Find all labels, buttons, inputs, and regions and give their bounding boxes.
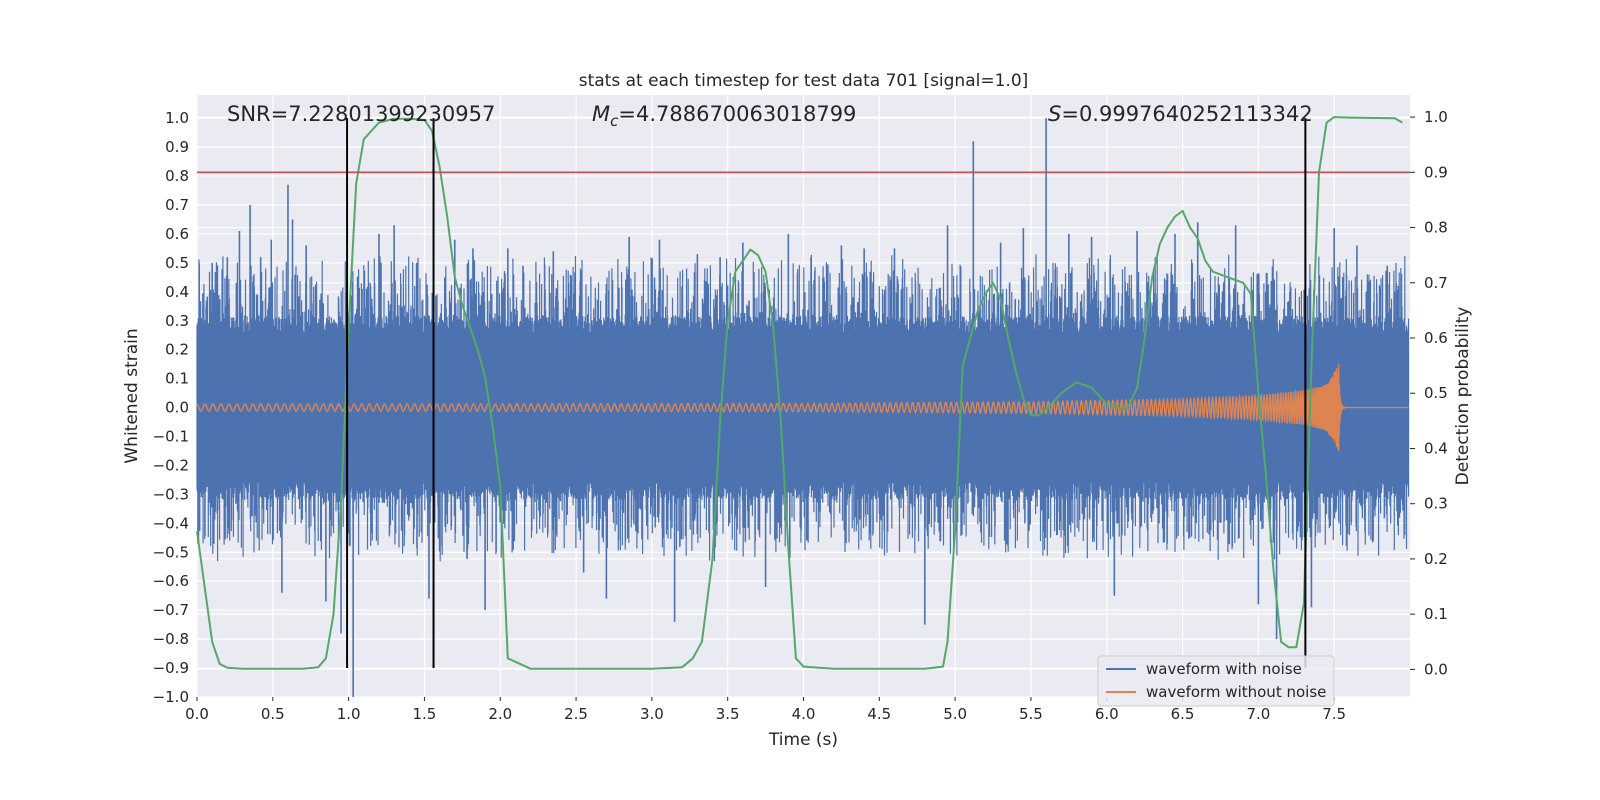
y-tick-label-8: −0.2 [153, 456, 189, 474]
score-symbol: S [1048, 102, 1061, 126]
y2-tick-label-3: 0.3 [1424, 495, 1448, 513]
chirp-mass-annotation: Mc=4.788670063018799 [592, 102, 856, 130]
legend-label-noise: waveform with noise [1146, 660, 1302, 678]
y2-tick-label-4: 0.4 [1424, 439, 1448, 457]
y-tick-label-3: −0.7 [153, 601, 189, 619]
y2-tick-label-8: 0.8 [1424, 219, 1448, 237]
y-tick-label-17: 0.7 [165, 196, 189, 214]
y-tick-label-14: 0.4 [165, 283, 189, 301]
score-value: =0.9997640252113342 [1061, 102, 1312, 126]
chirp-mass-subscript: c [610, 112, 619, 130]
x-tick-label-10: 5.0 [943, 705, 967, 723]
y-tick-label-2: −0.8 [153, 630, 189, 648]
x-tick-label-14: 7.0 [1246, 705, 1270, 723]
y-axis-ticks: −1.0 −0.9 −0.8 −0.7 −0.6 −0.5 −0.4 −0.3 −0.2 −0.1… [153, 109, 189, 706]
y-tick-label-15: 0.5 [165, 254, 189, 272]
y2-axis-label: Detection probability [1453, 307, 1473, 486]
x-tick-label-0: 0.0 [185, 705, 209, 723]
chart-title: stats at each timestep for test data 701… [579, 71, 1029, 91]
y-tick-label-0: −1.0 [153, 688, 189, 706]
plot-area [196, 95, 1410, 698]
y-tick-label-13: 0.3 [165, 312, 189, 330]
x-tick-label-2: 1.0 [337, 705, 361, 723]
y-tick-label-12: 0.2 [165, 341, 189, 359]
detection-probability-series [196, 116, 1403, 670]
y2-tick-label-1: 0.1 [1424, 605, 1448, 623]
snr-annotation: SNR=7.22801399230957 [227, 102, 495, 126]
chirp-mass-value: =4.788670063018799 [618, 102, 856, 126]
detection-score-annotation: S=0.9997640252113342 [1048, 102, 1313, 126]
legend-box [1097, 655, 1335, 707]
clean-waveform-line [196, 364, 1409, 451]
event-markers [197, 118, 1410, 669]
x-tick-label-8: 4.0 [792, 705, 816, 723]
y2-tick-label-10: 1.0 [1424, 108, 1448, 126]
y-tick-label-1: −0.9 [153, 659, 189, 677]
x-tick-label-5: 2.5 [564, 705, 588, 723]
x-tick-label-4: 2.0 [488, 705, 512, 723]
y2-tick-label-5: 0.5 [1424, 384, 1448, 402]
y2-tick-label-7: 0.7 [1424, 274, 1448, 292]
y-tick-label-10: 0.0 [165, 399, 189, 417]
x-tick-label-12: 6.0 [1095, 705, 1119, 723]
chirp-mass-symbol: M [592, 102, 610, 126]
x-tick-label-1: 0.5 [261, 705, 285, 723]
detection-probability-line [196, 116, 1403, 670]
x-tick-label-3: 1.5 [413, 705, 437, 723]
y2-axis-ticks: 0.0 0.1 0.2 0.3 0.4 0.5 0.6 0.7 0.8 0.9 1.0 [1410, 108, 1448, 678]
x-tick-label-7: 3.5 [716, 705, 740, 723]
x-tick-label-15: 7.5 [1322, 705, 1346, 723]
y2-tick-label-9: 0.9 [1424, 163, 1448, 181]
x-tick-label-6: 3.0 [640, 705, 664, 723]
y2-tick-label-0: 0.0 [1424, 660, 1448, 678]
y-tick-label-18: 0.8 [165, 167, 189, 185]
y-tick-label-9: −0.1 [153, 428, 189, 446]
y2-tick-label-2: 0.2 [1424, 550, 1448, 568]
y-axis-label: Whitened strain [122, 328, 142, 463]
x-tick-label-11: 5.5 [1019, 705, 1043, 723]
y-tick-label-7: −0.3 [153, 485, 189, 503]
y-tick-label-19: 0.9 [165, 138, 189, 156]
y-tick-label-16: 0.6 [165, 225, 189, 243]
y-tick-label-5: −0.5 [153, 543, 189, 561]
x-axis-ticks: 0.0 0.5 1.0 1.5 2.0 2.5 3.0 3.5 4.0 4.5 5.0 5.5 6.0 6… [185, 697, 1346, 723]
legend-label-clean: waveform without noise [1146, 683, 1326, 701]
x-tick-label-9: 4.5 [867, 705, 891, 723]
y-tick-label-6: −0.4 [153, 514, 189, 532]
y-tick-label-20: 1.0 [165, 109, 189, 127]
waveform-without-noise-series [196, 364, 1409, 451]
x-tick-label-13: 6.5 [1171, 705, 1195, 723]
x-axis-label: Time (s) [768, 730, 838, 750]
legend: waveform with noise waveform without noi… [1097, 655, 1335, 707]
y-tick-label-11: 0.1 [165, 370, 189, 388]
y2-tick-label-6: 0.6 [1424, 329, 1448, 347]
y-tick-label-4: −0.6 [153, 572, 189, 590]
